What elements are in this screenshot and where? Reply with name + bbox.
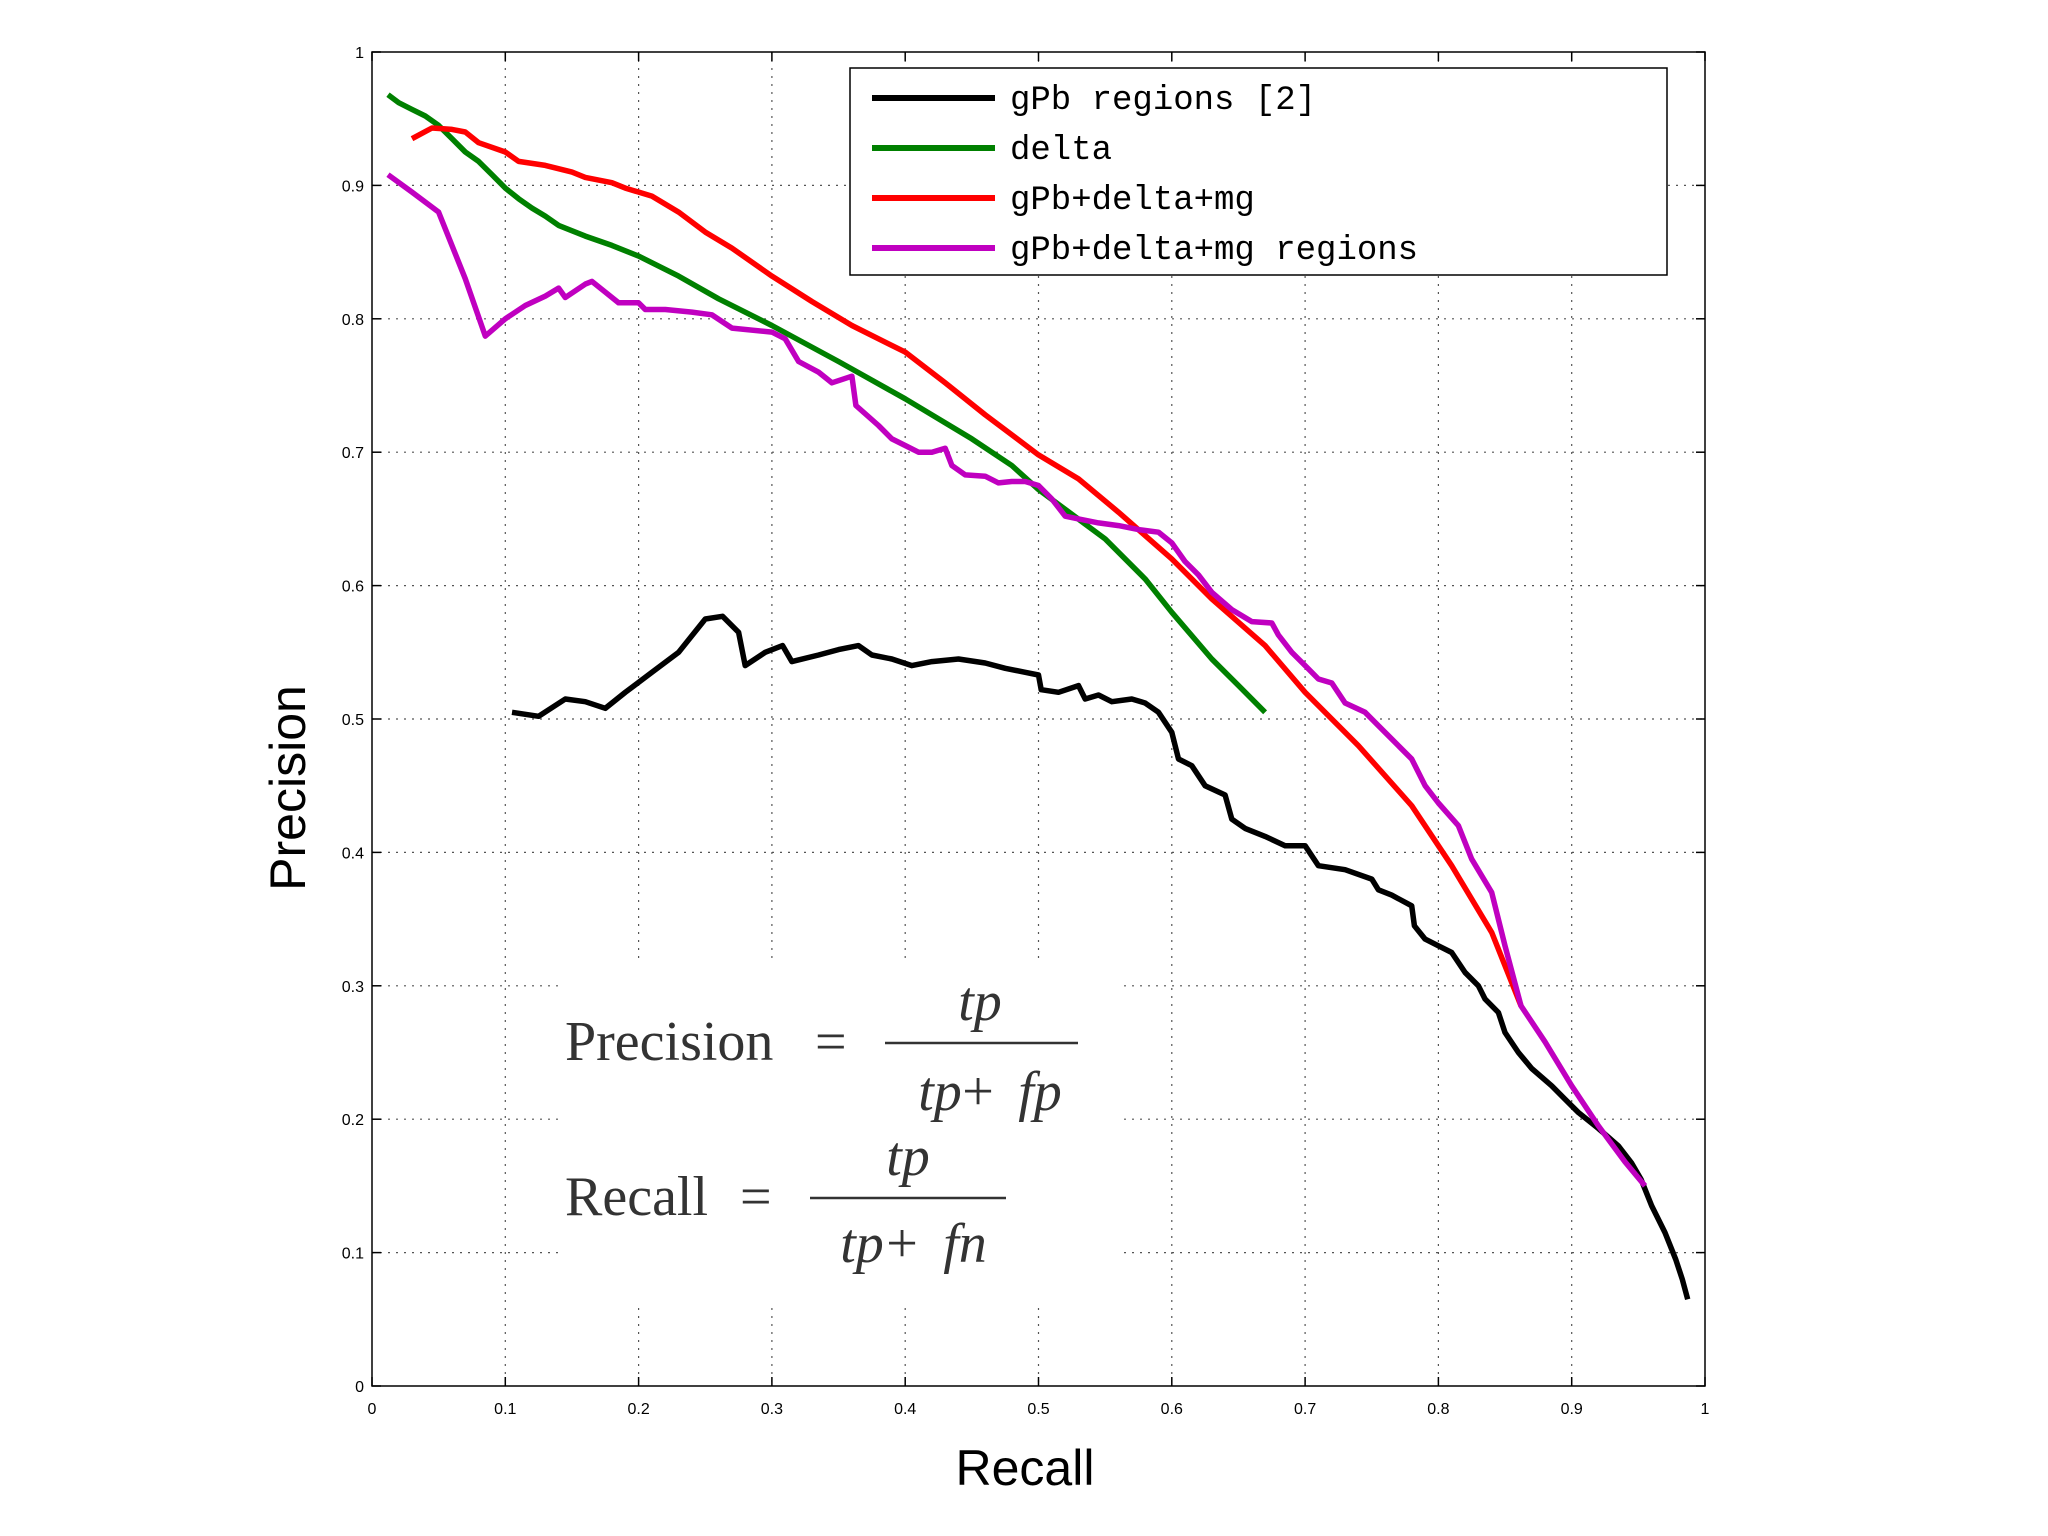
y-tick-label: 0.9 <box>342 178 364 195</box>
series-line-2 <box>410 125 1524 1007</box>
x-tick-label: 0.4 <box>894 1401 916 1418</box>
x-tick-label: 0.5 <box>1027 1401 1049 1418</box>
formula-precision-denominator-tp: tp <box>918 1061 962 1123</box>
y-tick-label: 0.8 <box>342 312 364 329</box>
series-lines <box>386 92 1691 1301</box>
x-tick-label: 0.7 <box>1294 1401 1316 1418</box>
series-line-3 <box>386 172 1648 1188</box>
y-tick-label: 0.7 <box>342 445 364 462</box>
formula-recall-denominator-fn: fn <box>943 1213 987 1275</box>
y-tick-label: 0 <box>355 1379 364 1396</box>
y-tick-label: 0.3 <box>342 979 364 996</box>
axis-ticks: 0 0.1 0.2 0.3 0.4 0.5 0.6 0.7 0.8 0.9 1 0 0.1 0.2 0.3 0… <box>342 45 1710 1418</box>
y-tick-label: 0.6 <box>342 579 364 596</box>
formula-precision-numerator: tp <box>958 971 1002 1033</box>
y-tick-label: 0.1 <box>342 1246 364 1263</box>
legend-label-0: gPb regions [2] <box>1010 82 1316 120</box>
x-tick-label: 0.1 <box>494 1401 516 1418</box>
x-tick-label: 0.8 <box>1427 1401 1449 1418</box>
x-tick-label: 0.3 <box>761 1401 783 1418</box>
formula-recall-label: Recall <box>565 1166 708 1228</box>
legend-label-3: gPb+delta+mg regions <box>1010 232 1418 270</box>
formula-precision-plus: + <box>962 1061 994 1123</box>
y-tick-label: 0.4 <box>342 845 364 862</box>
x-tick-label: 0.6 <box>1161 1401 1183 1418</box>
legend-box <box>849 67 1668 276</box>
x-tick-label: 0 <box>368 1401 377 1418</box>
x-axis-title: Recall <box>956 1440 1095 1496</box>
y-axis-title: Precision <box>260 685 316 891</box>
formula-block: Precision = tp tp + fp Recall = tp tp + … <box>560 962 1120 1302</box>
formula-background <box>560 962 1120 1302</box>
legend-label-2: gPb+delta+mg <box>1010 182 1255 220</box>
formula-recall-equals: = <box>740 1166 772 1228</box>
formula-recall-plus: + <box>886 1213 918 1275</box>
legend: gPb regions [2] delta gPb+delta+mg gPb+delt… <box>849 67 1668 276</box>
series-line-1 <box>386 92 1268 715</box>
y-tick-label: 0.2 <box>342 1112 364 1129</box>
formula-precision-equals: = <box>815 1011 847 1073</box>
x-tick-label: 1 <box>1701 1401 1710 1418</box>
series-line-0 <box>511 613 1691 1301</box>
formula-precision-label: Precision <box>565 1011 773 1073</box>
formula-recall-numerator: tp <box>886 1126 930 1188</box>
y-tick-label: 0.5 <box>342 712 364 729</box>
formula-recall-denominator-tp: tp <box>840 1213 884 1275</box>
x-tick-label: 0.9 <box>1561 1401 1583 1418</box>
legend-label-1: delta <box>1010 132 1112 170</box>
formula-precision-denominator-fp: fp <box>1018 1061 1062 1123</box>
x-tick-label: 0.2 <box>627 1401 649 1418</box>
y-tick-label: 1 <box>355 45 364 62</box>
